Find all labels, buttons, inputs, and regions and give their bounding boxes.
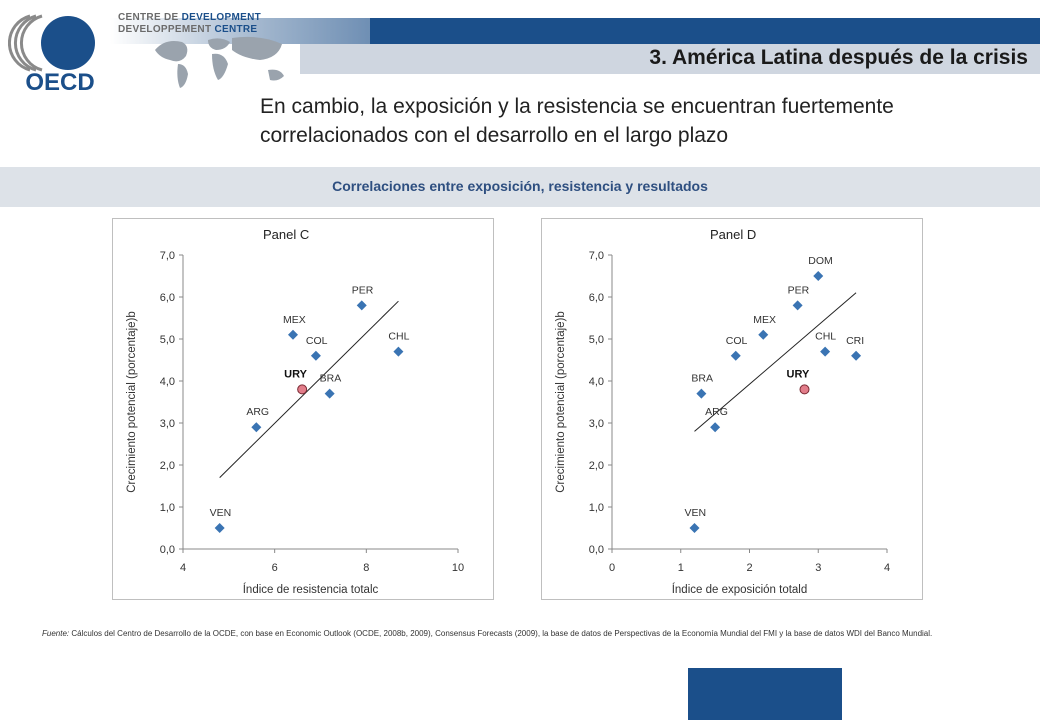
section-title: 3. América Latina después de la crisis — [649, 46, 1028, 69]
panel-c-y-tick-label: 5,0 — [160, 334, 175, 346]
centre-line2a: DEVELOPPEMENT — [118, 24, 212, 35]
panel-d-y-axis-label: Crecimiento potencial (porcentaje)b — [555, 311, 567, 493]
panel-d-point-mex — [758, 329, 769, 340]
panel-d-point-chl — [820, 346, 831, 357]
panel-d-point-label-ven: VEN — [685, 507, 707, 519]
panel-d-point-label-ury: URY — [787, 368, 810, 380]
panel-c-point-label-per: PER — [352, 284, 374, 296]
panel-d-point-bra — [696, 388, 707, 399]
panel-d-point-label-mex: MEX — [753, 314, 776, 326]
headline: En cambio, la exposición y la resistenci… — [260, 95, 894, 147]
panel-c-svg: Panel C 0,0 1,0 2,0 3,0 4,0 5,0 6,0 7,0 4 6 8 10 Índi… — [126, 227, 464, 596]
panel-c-y-tick-label: 3,0 — [160, 418, 175, 430]
panel-d-point-arg — [710, 422, 721, 433]
panel-d-x-tick-label: 0 — [609, 562, 615, 574]
header-dark-bar — [370, 18, 1040, 44]
panel-d-y-tick-label: 2,0 — [589, 460, 604, 472]
panel-d-y-tick-label: 7,0 — [589, 250, 604, 262]
oecd-logo-icon: OECD — [7, 14, 95, 96]
panel-d-point-label-cri: CRI — [846, 335, 864, 347]
development-centre-label: CENTRE DE DEVELOPMENT DEVELOPPEMENT CENT… — [118, 12, 261, 36]
panel-c-y-axis-label: Crecimiento potencial (porcentaje)b — [126, 311, 138, 493]
panel-c-x-tick-label: 6 — [272, 562, 278, 574]
panel-c-point-label-ven: VEN — [210, 507, 232, 519]
panel-c-point-ven — [214, 523, 225, 533]
panel-d-y-tick-label: 5,0 — [589, 334, 604, 346]
panel-c-point-label-bra: BRA — [320, 373, 342, 385]
panel-c-point-per — [356, 300, 367, 311]
panel-c-x-axis-label: Índice de resistencia totalc — [243, 583, 379, 596]
panel-c-point-col — [310, 350, 321, 361]
panel-c-x-tick-label: 8 — [363, 562, 369, 574]
panel-d-point-ury — [799, 384, 810, 395]
panel-c-point-ury — [297, 384, 308, 395]
panel-c-y-tick-label: 7,0 — [160, 250, 175, 262]
centre-line2b: CENTRE — [214, 24, 258, 35]
panel-d-point-dom — [813, 271, 824, 281]
panel-c-y-tick-label: 2,0 — [160, 460, 175, 472]
panel-c-point-label-mex: MEX — [283, 314, 306, 326]
oecd-logo-text: OECD — [25, 69, 94, 94]
panel-c-title: Panel C — [263, 227, 309, 242]
panel-c-chart: Panel C 0,0 1,0 2,0 3,0 4,0 5,0 6,0 7,0 4 6 8 10 Índi… — [112, 218, 494, 600]
panel-c-x-tick-label: 10 — [452, 562, 464, 574]
panel-c-y-tick-label: 6,0 — [160, 292, 175, 304]
panel-d-point-label-col: COL — [726, 335, 748, 347]
panel-d-y-tick-label: 3,0 — [589, 418, 604, 430]
panel-d-point-label-dom: DOM — [808, 255, 833, 267]
panel-d-x-tick-label: 4 — [884, 562, 890, 574]
panel-d-y-tick-label: 1,0 — [589, 502, 604, 514]
panel-c-point-label-ury: URY — [284, 368, 307, 380]
panel-c-point-label-chl: CHL — [388, 331, 409, 343]
footer-block — [688, 668, 842, 720]
panel-d-point-label-per: PER — [788, 284, 810, 296]
panel-d-point-per — [792, 300, 803, 311]
panel-d-point-ven — [689, 523, 700, 533]
centre-line1b: DEVELOPMENT — [181, 12, 261, 23]
footnote-source-label: Fuente: — [42, 629, 70, 638]
panel-d-point-cri — [851, 350, 862, 361]
panel-c-y-tick-label: 4,0 — [160, 376, 175, 388]
panel-d-x-tick-label: 2 — [746, 562, 752, 574]
panel-d-point-label-arg: ARG — [705, 406, 728, 418]
panel-d-y-tick-label: 0,0 — [589, 544, 604, 556]
chart-subtitle: Correlaciones entre exposición, resisten… — [332, 178, 708, 194]
panel-d-trendline — [694, 292, 857, 432]
panel-c-point-label-col: COL — [306, 335, 328, 347]
panel-d-y-tick-label: 4,0 — [589, 376, 604, 388]
panel-c-point-bra — [324, 388, 335, 399]
panel-c-y-tick-label: 1,0 — [160, 502, 175, 514]
panel-d-x-axis-label: Índice de exposición totald — [672, 583, 808, 596]
panel-d-point-label-bra: BRA — [691, 373, 713, 385]
panel-c-trendline — [219, 300, 399, 478]
panel-d-point-label-chl: CHL — [815, 331, 836, 343]
panel-c-point-chl — [393, 346, 404, 357]
panel-c-y-tick-label: 0,0 — [160, 544, 175, 556]
header-light-bar — [300, 44, 1040, 74]
world-map-icon — [155, 36, 284, 88]
panel-d-x-tick-label: 1 — [678, 562, 684, 574]
panel-d-point-col — [730, 350, 741, 361]
panel-c-point-arg — [251, 422, 262, 433]
oecd-logo: OECD — [7, 8, 113, 96]
panel-d-x-tick-label: 3 — [815, 562, 821, 574]
footnote-text: Cálculos del Centro de Desarrollo de la … — [69, 629, 933, 638]
panel-c-point-label-arg: ARG — [246, 406, 269, 418]
panel-c-point-mex — [288, 329, 298, 340]
panel-d-y-tick-label: 6,0 — [589, 292, 604, 304]
panel-c-x-tick-label: 4 — [180, 562, 186, 574]
panel-d-chart: Panel D 0,0 1,0 2,0 3,0 4,0 5,0 6,0 7,0 0 1 2 3 4 Índi… — [541, 218, 923, 600]
panel-d-title: Panel D — [710, 227, 756, 242]
panel-d-svg: Panel D 0,0 1,0 2,0 3,0 4,0 5,0 6,0 7,0 0 1 2 3 4 Índi… — [555, 227, 890, 596]
source-footnote: Fuente: Cálculos del Centro de Desarroll… — [42, 628, 1002, 640]
centre-line1a: CENTRE DE — [118, 12, 179, 23]
subtitle-bar — [0, 167, 1040, 207]
